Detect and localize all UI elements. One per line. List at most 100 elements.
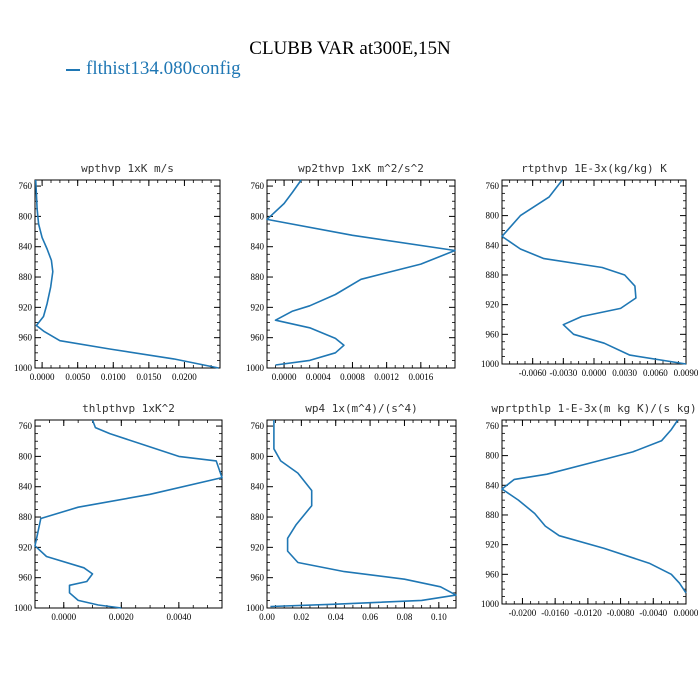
y-tick-label: 960 bbox=[486, 329, 500, 339]
x-tick-label: 0.08 bbox=[397, 612, 413, 622]
y-tick-label: 960 bbox=[486, 569, 500, 579]
y-tick-label: 880 bbox=[486, 510, 500, 520]
panel-title: rtpthvp 1E-3x(kg/kg) K bbox=[521, 162, 667, 175]
x-tick-label: -0.0030 bbox=[549, 368, 577, 378]
y-tick-label: 1000 bbox=[14, 603, 33, 613]
figure-title: CLUBB VAR at300E,15N bbox=[249, 38, 451, 59]
x-tick-label: 0.0000 bbox=[30, 372, 55, 382]
panel-6: wprtpthlp 1-E-3x(m kg K)/(s kg) -0.0200 -0… bbox=[481, 402, 699, 618]
x-tick-label: 0.0030 bbox=[612, 368, 637, 378]
y-tick-label: 840 bbox=[19, 482, 33, 492]
y-tick-label: 760 bbox=[486, 181, 500, 191]
x-tick-label: 0.0000 bbox=[582, 368, 607, 378]
x-tick-label: -0.0080 bbox=[607, 608, 635, 618]
y-tick-label: 920 bbox=[19, 302, 33, 312]
y-tick-label: 960 bbox=[251, 573, 265, 583]
panel-title: wprtpthlp 1-E-3x(m kg K)/(s kg) bbox=[491, 402, 696, 415]
panel-title: thlpthvp 1xK^2 bbox=[82, 402, 175, 415]
y-tick-label: 840 bbox=[486, 240, 500, 250]
x-tick-label: 0.04 bbox=[328, 612, 344, 622]
y-tick-label: 1000 bbox=[481, 599, 500, 609]
x-tick-label: 0.0060 bbox=[643, 368, 668, 378]
panel-2: wp2thvp 1xK m^2/s^2 0.0000 0.0004 0.0008 0.0… bbox=[246, 162, 456, 382]
y-tick-label: 960 bbox=[251, 333, 265, 343]
y-tick-label: 760 bbox=[19, 421, 33, 431]
panel-4: thlpthvp 1xK^2 0.0000 0.0020 0.0040 760 800 84… bbox=[14, 402, 223, 622]
x-tick-label: -0.0120 bbox=[574, 608, 602, 618]
y-tick-label: 1000 bbox=[14, 363, 33, 373]
y-tick-label: 840 bbox=[251, 242, 265, 252]
y-tick-label: 880 bbox=[251, 512, 265, 522]
y-tick-label: 760 bbox=[251, 181, 265, 191]
x-tick-label: 0.0004 bbox=[306, 372, 331, 382]
x-tick-label: -0.0040 bbox=[639, 608, 667, 618]
y-tick-label: 800 bbox=[486, 211, 500, 221]
plot-frame bbox=[34, 179, 221, 369]
x-tick-label: 0.06 bbox=[362, 612, 378, 622]
x-tick-label: -0.0060 bbox=[519, 368, 547, 378]
y-tick-label: 760 bbox=[251, 421, 265, 431]
x-tick-label: -0.0160 bbox=[541, 608, 569, 618]
x-tick-label: 0.0008 bbox=[340, 372, 365, 382]
x-tick-label: 0.10 bbox=[431, 612, 447, 622]
plot-frame bbox=[266, 179, 456, 369]
panel-title: wp2thvp 1xK m^2/s^2 bbox=[298, 162, 424, 175]
y-tick-label: 760 bbox=[19, 181, 33, 191]
legend-line bbox=[66, 68, 80, 71]
x-tick-label: 0.0050 bbox=[65, 372, 90, 382]
y-tick-label: 880 bbox=[19, 512, 33, 522]
x-tick-label: 0.0016 bbox=[408, 372, 433, 382]
x-tick-label: 0.00 bbox=[259, 612, 275, 622]
y-tick-label: 880 bbox=[486, 270, 500, 280]
y-tick-label: 920 bbox=[251, 542, 265, 552]
x-tick-label: 0.0012 bbox=[374, 372, 399, 382]
y-tick-label: 800 bbox=[251, 451, 265, 461]
x-tick-label: 0.0020 bbox=[109, 612, 134, 622]
series-line bbox=[34, 419, 223, 609]
x-tick-label: 0.0100 bbox=[101, 372, 126, 382]
plot-frame bbox=[501, 179, 687, 365]
y-tick-label: 760 bbox=[486, 421, 500, 431]
plot-frame bbox=[266, 419, 457, 609]
panel-5: wp4 1x(m^4)/(s^4) 0.00 0.02 0.04 0.06 0.08 0.1… bbox=[246, 402, 457, 622]
y-tick-label: 920 bbox=[486, 300, 500, 310]
x-tick-label: 0.0000 bbox=[51, 612, 76, 622]
series-line bbox=[270, 420, 457, 608]
legend: flthist134.080config bbox=[66, 58, 241, 80]
series-line bbox=[501, 419, 687, 594]
series-line bbox=[34, 179, 219, 369]
x-tick-label: 0.0000 bbox=[272, 372, 297, 382]
y-tick-label: 840 bbox=[251, 482, 265, 492]
y-tick-label: 840 bbox=[19, 242, 33, 252]
y-tick-label: 800 bbox=[486, 451, 500, 461]
plot-frame bbox=[501, 419, 687, 605]
y-tick-label: 920 bbox=[486, 540, 500, 550]
x-tick-label: 0.0150 bbox=[136, 372, 161, 382]
x-tick-label: -0.0200 bbox=[509, 608, 537, 618]
plot-frame bbox=[34, 419, 223, 609]
x-tick-label: 0.02 bbox=[293, 612, 309, 622]
y-tick-label: 1000 bbox=[246, 603, 265, 613]
y-tick-label: 800 bbox=[19, 211, 33, 221]
y-tick-label: 1000 bbox=[246, 363, 265, 373]
panel-title: wp4 1x(m^4)/(s^4) bbox=[305, 402, 418, 415]
y-tick-label: 960 bbox=[19, 573, 33, 583]
panel-title: wpthvp 1xK m/s bbox=[81, 162, 174, 175]
y-tick-label: 840 bbox=[486, 480, 500, 490]
panel-3: rtpthvp 1E-3x(kg/kg) K -0.0060 -0.0030 0.00… bbox=[481, 162, 699, 378]
y-tick-label: 920 bbox=[19, 542, 33, 552]
y-tick-label: 800 bbox=[19, 451, 33, 461]
x-tick-label: 0.0200 bbox=[172, 372, 197, 382]
y-tick-label: 1000 bbox=[481, 359, 500, 369]
y-tick-label: 920 bbox=[251, 302, 265, 312]
series-line bbox=[501, 179, 687, 365]
series-line bbox=[266, 179, 456, 366]
x-tick-label: 0.0090 bbox=[674, 368, 699, 378]
y-tick-label: 800 bbox=[251, 211, 265, 221]
x-tick-label: 0.0000 bbox=[674, 608, 699, 618]
panel-1: wpthvp 1xK m/s 0.0000 0.0050 0.0100 0.0150 0.… bbox=[14, 162, 221, 382]
x-tick-label: 0.0040 bbox=[166, 612, 191, 622]
y-tick-label: 880 bbox=[19, 272, 33, 282]
y-tick-label: 960 bbox=[19, 333, 33, 343]
